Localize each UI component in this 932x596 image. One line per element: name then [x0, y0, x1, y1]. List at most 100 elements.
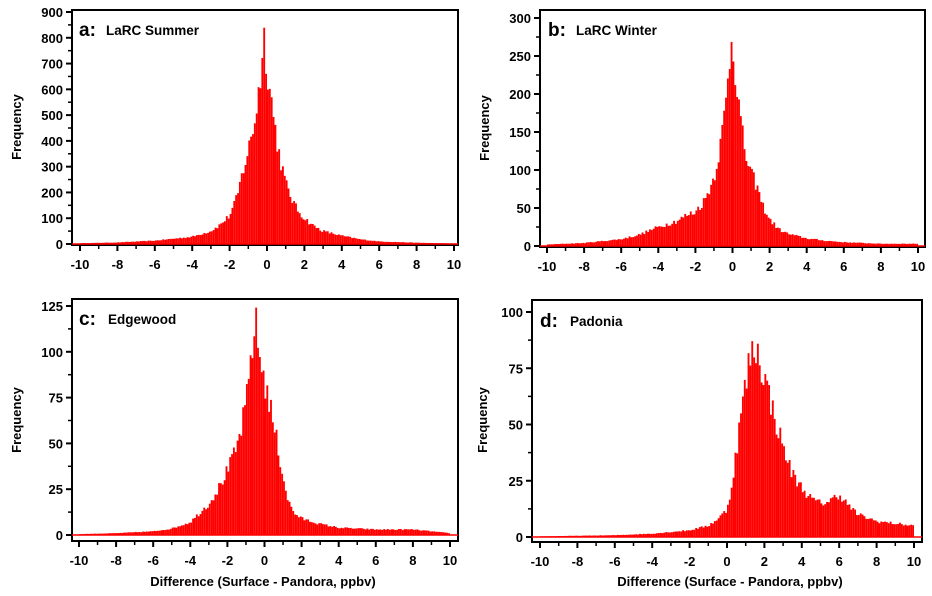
panel-a-histogram-bar — [414, 242, 417, 244]
panel-d-histogram-bar — [597, 535, 600, 537]
panel-c-histogram-bar — [244, 405, 246, 535]
panel-a-histogram-bar — [261, 57, 264, 244]
panel-b-histogram-bar — [613, 239, 616, 246]
panel-a-histogram-bar — [81, 243, 84, 244]
panel-b-histogram-bar — [914, 243, 917, 246]
panel-c-histogram-bar — [164, 530, 167, 535]
panel-b-histogram-bar — [580, 243, 583, 246]
panel-b-histogram-bar — [656, 226, 659, 246]
panel-b-histogram-bar — [801, 237, 803, 246]
panel-a-histogram-bar — [272, 117, 275, 244]
panel-d-histogram-bar — [798, 482, 800, 537]
panel-c-histogram-bar — [338, 528, 341, 535]
panel-a-histogram-bar — [192, 235, 195, 244]
panel-c-histogram-bar — [155, 530, 157, 535]
panel-d-histogram-bar — [734, 452, 737, 537]
panel-d-histogram-bar — [693, 529, 696, 537]
panel-b-histogram-bar — [840, 242, 842, 246]
panel-b-histogram-bar — [585, 242, 588, 246]
panel-c-histogram-bar — [399, 528, 402, 535]
panel-b-histogram-bar — [662, 226, 664, 246]
panel-a-histogram-bar — [283, 175, 286, 244]
panel-d-histogram-bar — [569, 535, 572, 537]
panel-a-histogram-bar — [220, 223, 223, 244]
panel-a-histogram-bar — [351, 238, 354, 244]
panel-b-histogram-bar — [584, 243, 586, 246]
panel-d-histogram-bar — [897, 523, 900, 537]
panel-c-y-axis-title: Frequency — [9, 386, 24, 453]
panel-c-histogram-bar — [88, 533, 91, 535]
panel-d-histogram-bar — [786, 462, 789, 537]
panel-c-histogram-bar — [381, 529, 384, 535]
panel-d-histogram-bar — [837, 499, 840, 537]
panel-b-histogram-bar — [706, 193, 709, 246]
panel-c-histogram-bar — [253, 336, 256, 535]
panel-b-histogram-bar — [606, 241, 609, 246]
panel-a-histogram-bar — [401, 242, 404, 244]
panel-a-histogram-bar — [300, 217, 303, 244]
panel-d-histogram-bar — [614, 535, 617, 537]
panel-a-histogram-bar — [334, 234, 337, 244]
panel-a-histogram-bar — [141, 240, 144, 244]
panel-a-histogram-bar — [100, 242, 103, 244]
panel-d-histogram-bar — [609, 535, 612, 537]
panel-b-histogram-bar — [869, 243, 872, 246]
panel-a-histogram-bar — [257, 87, 260, 245]
panel-b-histogram-bar — [778, 228, 781, 246]
panel-c-histogram-bar — [314, 523, 317, 535]
panel-a-histogram-bar — [169, 238, 172, 244]
panel-c-histogram-bar — [114, 533, 117, 535]
panel-b-histogram-bar — [858, 242, 861, 246]
panel-d-histogram-bar — [902, 525, 905, 537]
panel-b-histogram-bar — [608, 240, 611, 246]
panel-b-histogram-bar — [630, 237, 633, 246]
panel-b-y-tick-label: 150 — [509, 125, 531, 140]
panel-b-histogram-bar — [821, 240, 824, 246]
panel-a-histogram-bar — [338, 234, 340, 244]
panel-a-histogram-bar — [311, 223, 314, 244]
panel-a-x-tick-label: -2 — [224, 257, 236, 272]
panel-b-histogram-bar — [788, 234, 791, 246]
panel-b-y-axis-title: Frequency — [477, 94, 492, 161]
panel-a-histogram-bar — [132, 241, 135, 244]
panel-c-histogram-bar — [331, 526, 334, 535]
panel-a-x-tick-label: 4 — [338, 257, 346, 272]
panel-a-histogram-bar — [324, 231, 327, 244]
panel-b-histogram-bar — [853, 242, 855, 246]
panel-b-histogram-bar — [815, 238, 818, 246]
panel-a-histogram-bar — [382, 241, 385, 244]
panel-b-histogram-bar — [790, 234, 792, 246]
panel-c-histogram-bar — [79, 534, 81, 535]
panel-d-histogram-bar — [571, 535, 574, 537]
panel-d-histogram-bar — [747, 353, 750, 537]
panel-d-histogram-bar — [751, 341, 754, 537]
panel-b-histogram-bar — [572, 243, 575, 246]
panel-b-histogram-bar — [871, 243, 874, 246]
panel-b-histogram-bar — [760, 201, 763, 246]
panel-b-letter: b: — [548, 20, 566, 41]
panel-d-histogram-bar — [835, 497, 838, 537]
panel-d-histogram-bar — [678, 531, 681, 537]
panel-d-histogram-bar — [698, 527, 701, 537]
panel-d-histogram-bar — [659, 532, 662, 537]
panel-a-histogram-bar — [106, 242, 109, 244]
panel-a-histogram-bar — [317, 227, 320, 244]
panel-b-histogram-bar — [558, 243, 560, 246]
panel-b-histogram-bar — [862, 242, 865, 246]
panel-d-histogram-bar — [657, 533, 660, 537]
panel-c-y-tick-label: 25 — [49, 482, 63, 497]
panel-a-histogram-bar — [377, 241, 380, 244]
panel-d-histogram-bar — [547, 536, 550, 537]
panel-a-histogram-bar — [188, 237, 191, 244]
panel-d-histogram-bar — [900, 524, 903, 537]
panel-b-histogram-bar — [550, 244, 553, 246]
panel-b-histogram-bar — [791, 234, 794, 246]
panel-d-histogram-bar — [568, 535, 570, 537]
panel-b-histogram-bar — [738, 99, 740, 246]
panel-a-histogram-bar — [197, 234, 200, 244]
panel-a-histogram-bar — [310, 223, 312, 244]
panel-b-histogram-bar — [582, 242, 585, 246]
panel-b-histogram-bar — [823, 241, 826, 246]
panel-b-histogram-bar — [595, 241, 598, 246]
panel-c-histogram-bar — [396, 529, 399, 535]
